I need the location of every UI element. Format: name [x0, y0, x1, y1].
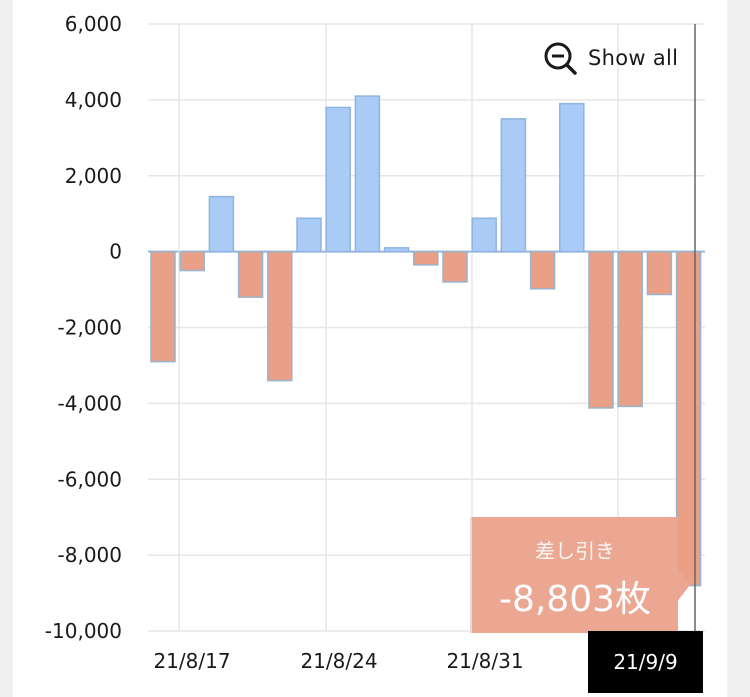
- zoom-out-icon: [544, 42, 577, 75]
- bar-21/8/25[interactable]: [354, 95, 381, 253]
- x-tick-label: 21/8/17: [153, 649, 230, 673]
- y-tick-label: 2,000: [65, 164, 122, 188]
- y-tick-label: -10,000: [45, 619, 122, 643]
- show-all-button[interactable]: Show all: [542, 40, 678, 76]
- y-tick-label: 4,000: [65, 88, 122, 112]
- bar-21/8/16[interactable]: [150, 250, 176, 363]
- y-tick-label: -4,000: [58, 391, 122, 415]
- bar-21/8/31[interactable]: [471, 217, 497, 253]
- tooltip-arrow: [676, 567, 690, 603]
- x-tick-label: 21/8/31: [446, 649, 523, 673]
- x-axis-labels: 21/8/17 21/8/24 21/8/31: [153, 649, 523, 673]
- bar-21/8/23[interactable]: [296, 217, 322, 253]
- bar-21/8/20[interactable]: [267, 250, 293, 382]
- right-frame: [727, 0, 750, 697]
- tooltip-value: -8,803枚: [498, 579, 652, 620]
- bar-21/9/3[interactable]: [559, 102, 585, 253]
- bars-layer: [150, 95, 702, 587]
- bar-21/8/24[interactable]: [325, 106, 351, 253]
- tooltip-label: 差し引き: [535, 539, 615, 563]
- y-tick-label: -6,000: [58, 467, 122, 491]
- selected-date-badge: 21/9/9: [588, 631, 703, 693]
- y-axis-labels: 6,000 4,000 2,000 0 -2,000 -4,000 -6,000 -8,000…: [45, 12, 122, 643]
- bar-21/8/26[interactable]: [383, 247, 410, 253]
- bar-21/9/2[interactable]: [529, 250, 556, 290]
- x-tick-label: 21/8/24: [300, 649, 377, 673]
- bar-21/8/30[interactable]: [442, 250, 468, 283]
- bar-21/8/18[interactable]: [208, 195, 235, 253]
- bar-21/9/6[interactable]: [588, 250, 614, 409]
- bar-21/8/17[interactable]: [179, 250, 205, 272]
- value-tooltip: 差し引き -8,803枚: [470, 517, 678, 633]
- y-tick-label: -2,000: [58, 316, 122, 340]
- y-tick-label: 0: [109, 240, 122, 264]
- show-all-label: Show all: [588, 46, 679, 70]
- y-tick-label: 6,000: [65, 12, 122, 36]
- bar-21/9/7[interactable]: [617, 250, 643, 408]
- bar-21/8/27[interactable]: [413, 250, 439, 266]
- y-tick-label: -8,000: [58, 543, 122, 567]
- bar-21/9/9[interactable]: [675, 250, 702, 587]
- bar-21/8/19[interactable]: [237, 250, 264, 298]
- bar-21/9/8[interactable]: [646, 250, 673, 296]
- bar-21/9/1[interactable]: [500, 118, 527, 253]
- left-frame: [0, 0, 13, 697]
